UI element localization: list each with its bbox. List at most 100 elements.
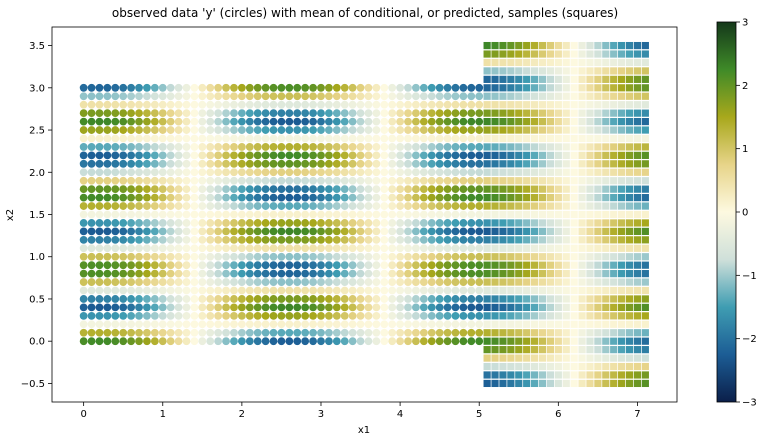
- observed-point: [301, 278, 310, 286]
- predicted-square: [491, 117, 499, 126]
- observed-point: [459, 295, 468, 303]
- observed-point: [348, 219, 357, 227]
- predicted-square: [562, 126, 570, 134]
- predicted-square: [530, 84, 539, 92]
- observed-point: [364, 269, 373, 278]
- observed-point: [261, 303, 270, 312]
- predicted-square: [633, 337, 642, 345]
- predicted-square: [507, 286, 515, 295]
- observed-point: [380, 126, 389, 134]
- observed-point: [459, 252, 468, 261]
- observed-point: [111, 100, 120, 109]
- observed-point: [419, 320, 428, 329]
- observed-point: [443, 143, 452, 151]
- predicted-square: [538, 295, 547, 303]
- observed-point: [372, 210, 381, 219]
- predicted-square: [610, 151, 618, 159]
- predicted-square: [610, 101, 618, 109]
- observed-point: [182, 83, 191, 92]
- observed-point: [427, 143, 436, 151]
- observed-point: [443, 337, 452, 346]
- predicted-square: [578, 303, 586, 312]
- observed-point: [340, 219, 349, 227]
- observed-point: [237, 295, 246, 303]
- observed-point: [253, 235, 262, 244]
- predicted-square: [602, 101, 610, 109]
- predicted-square: [618, 362, 626, 371]
- observed-point: [451, 295, 460, 303]
- observed-point: [332, 261, 341, 270]
- colorbar-tick-label: 0: [742, 208, 748, 219]
- predicted-square: [546, 244, 555, 252]
- observed-point: [380, 134, 389, 143]
- observed-point: [87, 185, 96, 194]
- predicted-square: [530, 337, 539, 345]
- observed-point: [451, 320, 460, 329]
- observed-point: [317, 295, 325, 303]
- x-tick-label: 2: [239, 409, 245, 420]
- observed-point: [127, 286, 136, 295]
- observed-point: [143, 210, 151, 219]
- observed-point: [277, 202, 286, 210]
- predicted-square: [554, 160, 562, 168]
- observed-point: [150, 168, 159, 177]
- observed-point: [198, 202, 207, 210]
- observed-point: [261, 143, 270, 151]
- observed-point: [380, 261, 389, 270]
- observed-point: [206, 261, 215, 270]
- predicted-square: [554, 337, 562, 345]
- predicted-square: [530, 109, 539, 117]
- observed-point: [388, 109, 397, 118]
- predicted-square: [499, 362, 507, 371]
- predicted-square: [483, 236, 491, 244]
- predicted-square: [610, 312, 618, 320]
- observed-point: [87, 303, 96, 312]
- observed-point: [435, 210, 444, 219]
- observed-point: [340, 134, 349, 143]
- observed-point: [325, 100, 333, 109]
- observed-point: [356, 244, 365, 253]
- observed-point: [380, 244, 389, 253]
- predicted-square: [578, 202, 586, 210]
- observed-point: [230, 126, 238, 134]
- observed-point: [309, 311, 317, 320]
- observed-point: [332, 278, 341, 286]
- observed-point: [380, 168, 389, 177]
- observed-point: [214, 176, 223, 185]
- observed-point: [404, 109, 412, 118]
- observed-point: [222, 295, 230, 303]
- observed-point: [467, 269, 476, 278]
- observed-point: [158, 117, 167, 126]
- predicted-square: [586, 109, 594, 117]
- predicted-square: [554, 278, 562, 286]
- observed-point: [277, 227, 286, 236]
- observed-point: [87, 295, 96, 303]
- predicted-square: [641, 337, 649, 345]
- predicted-square: [625, 354, 634, 362]
- predicted-square: [483, 210, 491, 219]
- observed-point: [237, 193, 246, 202]
- observed-point: [214, 109, 223, 118]
- observed-point: [388, 219, 397, 227]
- predicted-square: [594, 312, 602, 320]
- observed-point: [388, 286, 397, 295]
- observed-point: [356, 295, 365, 303]
- predicted-square: [594, 337, 602, 345]
- predicted-square: [570, 109, 578, 117]
- observed-point: [396, 83, 404, 92]
- observed-point: [174, 244, 183, 253]
- predicted-square: [625, 151, 634, 159]
- observed-point: [206, 143, 215, 151]
- observed-point: [293, 286, 302, 295]
- observed-point: [127, 337, 136, 346]
- observed-point: [356, 176, 365, 185]
- predicted-square: [491, 160, 499, 168]
- predicted-square: [507, 50, 515, 58]
- observed-point: [237, 159, 246, 168]
- predicted-square: [491, 227, 499, 235]
- predicted-square: [499, 84, 507, 92]
- observed-point: [364, 278, 373, 286]
- observed-point: [230, 303, 238, 312]
- observed-point: [253, 143, 262, 151]
- observed-point: [451, 185, 460, 194]
